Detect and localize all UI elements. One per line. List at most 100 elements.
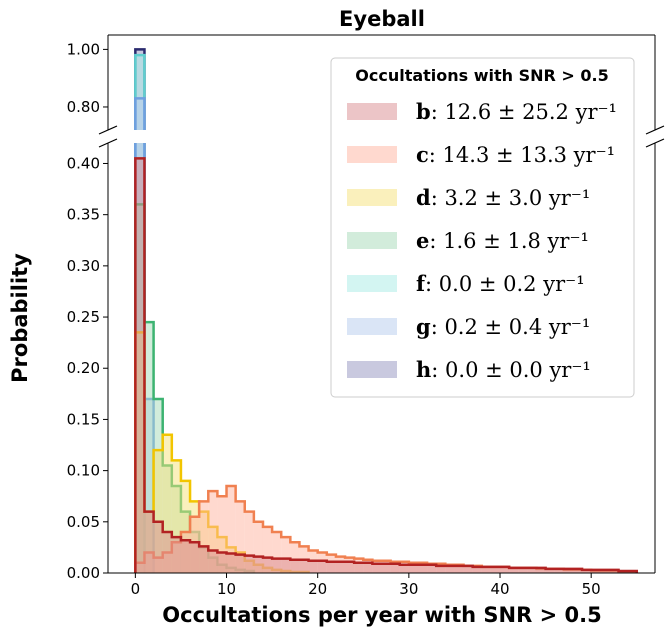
lower-bars [134, 143, 639, 573]
step-outline-b [134, 157, 639, 573]
bar-d-3 [162, 434, 172, 573]
legend-entry-c: c: 14.3 ± 13.3 yr⁻¹ [347, 142, 615, 167]
legend-label-h: h: 0.0 ± 0.0 yr⁻¹ [416, 357, 591, 382]
bar-e-1 [144, 322, 154, 573]
bar-b-31 [417, 564, 428, 573]
legend-title: Occultations with SNR > 0.5 [355, 66, 609, 85]
legend-frame [330, 57, 635, 398]
bar-b-18 [299, 559, 309, 573]
bar-g-0 [135, 98, 145, 130]
bar-b-26 [372, 563, 382, 573]
bar-b-48 [572, 568, 583, 573]
legend-label-f: f: 0.0 ± 0.2 yr⁻¹ [416, 271, 585, 296]
upper-bars [134, 48, 308, 338]
bar-b-19 [308, 560, 318, 573]
bar-b-9 [217, 552, 227, 573]
legend-swatch-g [347, 318, 397, 335]
y-upper-tick-label: 1.00 [67, 40, 100, 58]
break-mark [98, 125, 118, 135]
bar-c-7 [199, 501, 209, 573]
x-axis-label: Occultations per year with SNR > 0.5 [162, 603, 601, 627]
bar-c-9 [217, 496, 227, 573]
y-upper-tick-label: 0.80 [67, 98, 100, 116]
bar-b-21 [326, 561, 336, 573]
x-tick-label: 30 [399, 580, 418, 598]
bar-f-0 [135, 55, 145, 130]
x-tick-label: 40 [490, 580, 509, 598]
bar-b-42 [518, 567, 528, 573]
bar-b-51 [600, 569, 610, 573]
bar-d-4 [171, 460, 181, 573]
y-lower-tick-label: 0.05 [67, 513, 100, 531]
bar-d-2 [153, 450, 163, 573]
legend-label-c: c: 14.3 ± 13.3 yr⁻¹ [416, 142, 615, 167]
legend-entry-f: f: 0.0 ± 0.2 yr⁻¹ [347, 271, 585, 296]
legend-swatch-f [347, 275, 397, 292]
bar-b-29 [399, 564, 409, 573]
bar-b-47 [563, 568, 573, 573]
legend-label-g: g: 0.2 ± 0.4 yr⁻¹ [416, 314, 590, 339]
bar-c-13 [253, 521, 263, 573]
upper-panel: 0.80 1.00 [67, 34, 656, 338]
lower-panel: 0.00 0.05 0.10 0.15 0.20 0.25 0.30 0.35 0.40 0 10 2… [67, 143, 656, 598]
bar-b-52 [609, 569, 619, 573]
break-mark [645, 125, 665, 135]
bar-b-7 [199, 546, 209, 573]
bar-c-14 [262, 526, 273, 573]
bar-b-37 [472, 566, 482, 573]
bar-c-16 [281, 537, 291, 573]
legend-swatch-e [347, 232, 397, 249]
bar-b-49 [582, 569, 592, 573]
bar-b-8 [208, 550, 218, 573]
bar-b-46 [554, 568, 564, 573]
x-tick-label: 0 [131, 580, 141, 598]
bar-b-12 [244, 555, 254, 573]
y-lower-tick-label: 0.35 [67, 206, 100, 224]
bar-b-10 [226, 553, 236, 573]
y-lower-tick-label: 0.40 [67, 154, 100, 172]
bar-b-15 [272, 558, 282, 573]
break-mark [645, 138, 665, 148]
bar-b-20 [317, 560, 327, 573]
legend-swatch-h [347, 361, 397, 378]
bar-b-16 [281, 558, 291, 573]
bar-b-0 [135, 158, 145, 573]
bar-b-35 [454, 565, 464, 573]
y-lower-tick-label: 0.20 [67, 359, 100, 377]
legend-entry-h: h: 0.0 ± 0.0 yr⁻¹ [347, 357, 591, 382]
legend: Occultations with SNR > 0.5 b: 12.6 ± 25… [330, 57, 635, 398]
x-tick-label: 50 [582, 580, 601, 598]
legend-entries: b: 12.6 ± 25.2 yr⁻¹ c: 14.3 ± 13.3 yr⁻¹ d:… [347, 99, 617, 382]
bar-b-14 [262, 557, 273, 573]
x-tick-label: 10 [217, 580, 236, 598]
bar-b-11 [235, 554, 245, 573]
y-axis-label: Probability [8, 253, 32, 383]
bar-b-39 [490, 566, 501, 573]
legend-entry-b: b: 12.6 ± 25.2 yr⁻¹ [347, 99, 617, 124]
bar-b-1 [144, 511, 154, 573]
bar-b-3 [162, 532, 172, 573]
bar-b-2 [153, 521, 163, 573]
bar-b-13 [253, 556, 263, 573]
bar-b-50 [591, 569, 601, 573]
bar-b-44 [536, 567, 546, 573]
bar-b-41 [509, 567, 519, 573]
axis-break-markers [98, 125, 665, 148]
x-tick-label: 20 [308, 580, 327, 598]
legend-entry-d: d: 3.2 ± 3.0 yr⁻¹ [347, 185, 590, 210]
bar-b-45 [545, 568, 555, 573]
break-mark [98, 138, 118, 148]
step-outline-d [135, 270, 308, 338]
legend-entry-e: e: 1.6 ± 1.8 yr⁻¹ [347, 228, 589, 253]
y-lower-tick-label: 0.00 [67, 564, 100, 582]
y-lower-tick-label: 0.15 [67, 410, 100, 428]
bar-b-27 [381, 563, 391, 573]
series-b [134, 157, 639, 573]
legend-label-e: e: 1.6 ± 1.8 yr⁻¹ [416, 228, 589, 253]
bar-b-32 [427, 564, 437, 573]
bar-b-17 [290, 559, 300, 573]
legend-label-d: d: 3.2 ± 3.0 yr⁻¹ [416, 185, 590, 210]
bar-b-40 [500, 566, 510, 573]
bar-b-25 [363, 562, 373, 573]
